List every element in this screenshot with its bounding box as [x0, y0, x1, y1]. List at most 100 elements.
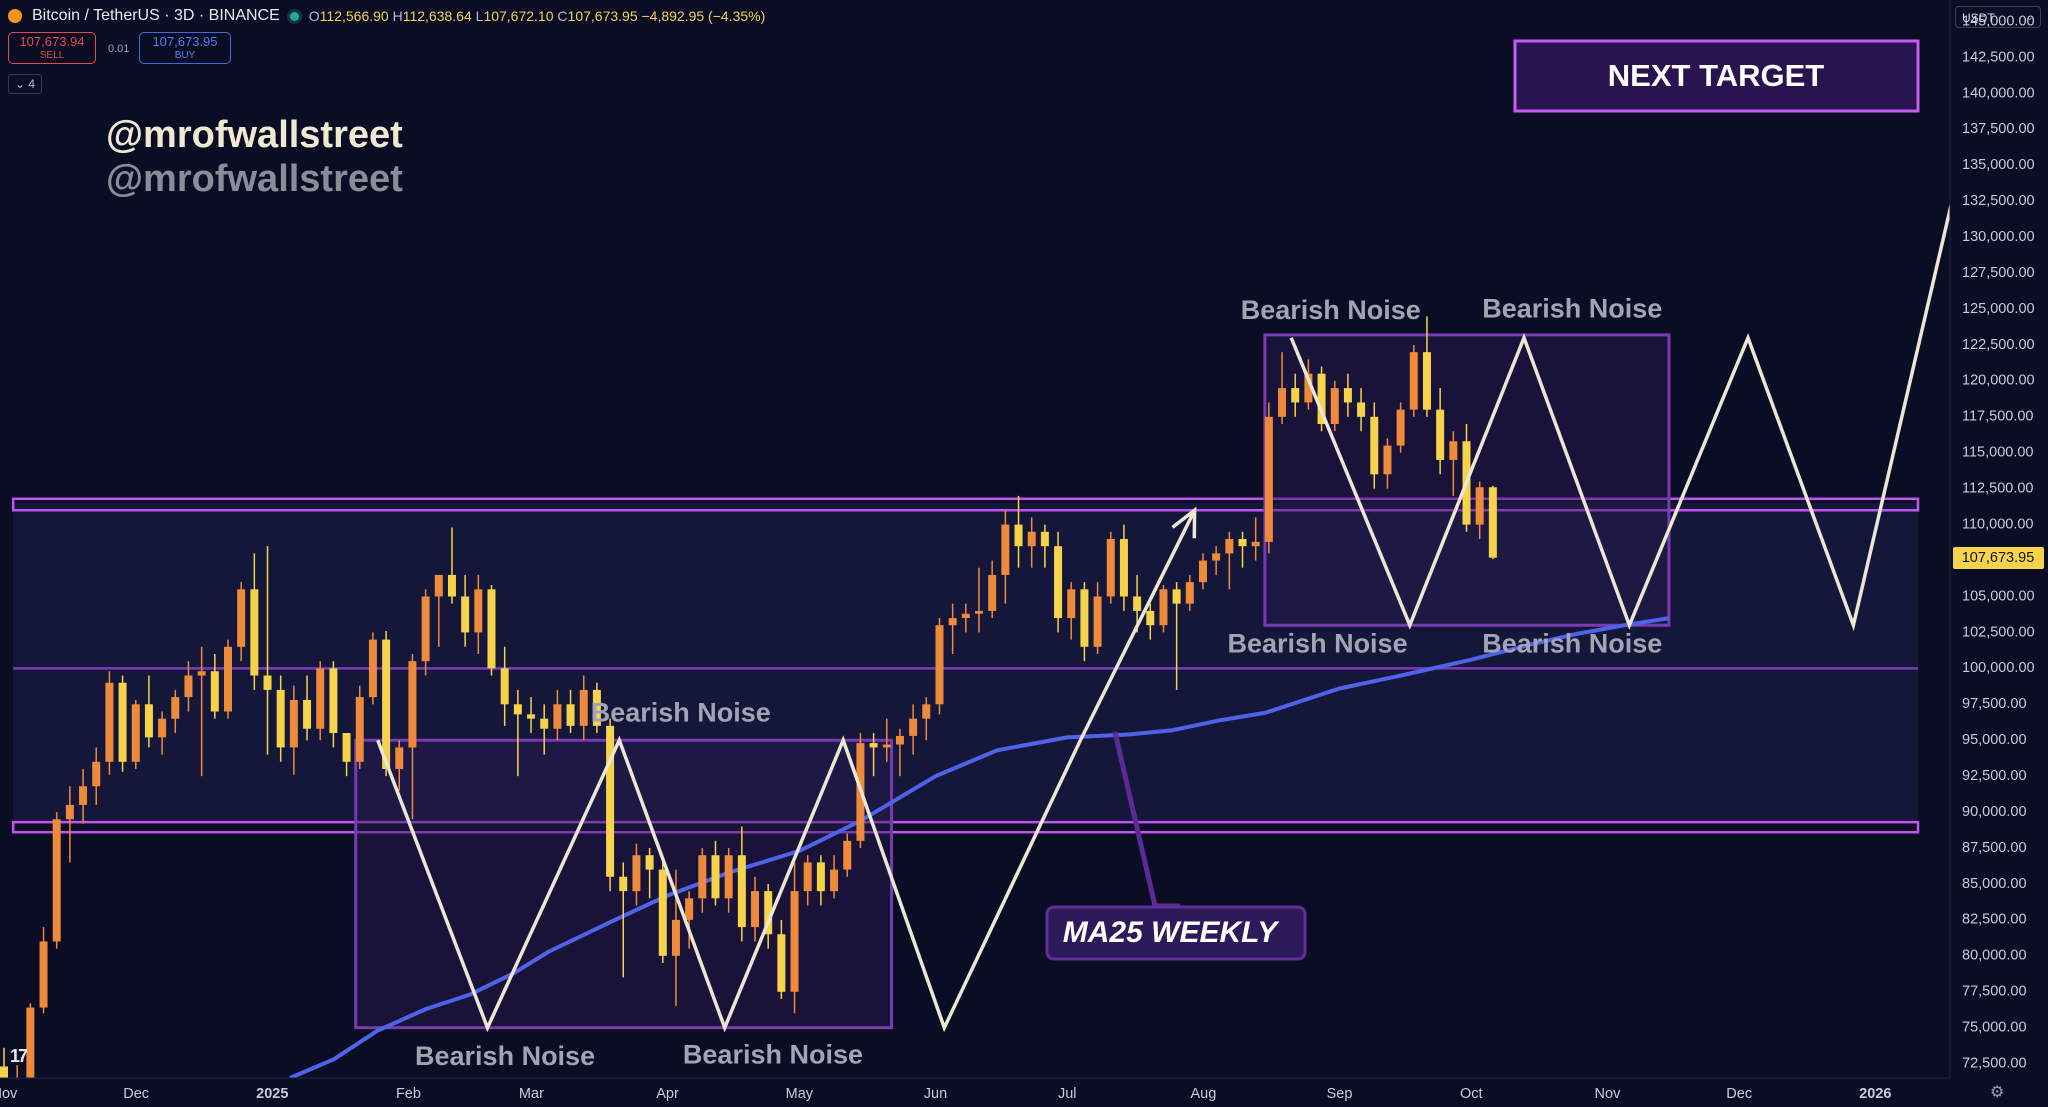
candle — [276, 689, 285, 748]
price-tick-label: 112,500.00 — [1962, 481, 2034, 497]
price-tick-label: 140,000.00 — [1962, 85, 2035, 101]
sell-label: SELL — [39, 50, 65, 61]
candle — [1488, 487, 1497, 558]
candle — [895, 735, 904, 745]
candle — [197, 671, 206, 676]
time-tick-label: Nov — [1595, 1086, 1622, 1102]
candle — [26, 1007, 35, 1078]
close-value: 107,673.95 — [567, 8, 638, 24]
candle — [1370, 416, 1379, 475]
candle — [52, 819, 61, 942]
open-value: 112,566.90 — [319, 8, 389, 24]
price-tick-label: 137,500.00 — [1962, 121, 2035, 137]
time-tick-label: Sep — [1327, 1086, 1353, 1102]
candle — [1014, 524, 1023, 547]
time-axis-panel — [0, 1078, 2048, 1107]
candle — [1185, 582, 1194, 604]
buy-price: 107,673.95 — [152, 34, 218, 49]
gear-icon[interactable]: ⚙ — [1990, 1084, 2005, 1101]
candle — [223, 646, 232, 712]
price-tick-label: 122,500.00 — [1962, 337, 2035, 353]
watermark-primary: @mrofwallstreet — [106, 114, 403, 156]
candle — [671, 919, 680, 956]
candle — [711, 855, 720, 899]
price-tick-label: 125,000.00 — [1962, 301, 2035, 317]
candle — [171, 697, 180, 719]
ohlc-readout: O112,566.90 H112,638.64 L107,672.10 C107… — [309, 8, 765, 24]
candle — [1172, 589, 1181, 604]
candle — [540, 718, 549, 729]
sell-button[interactable]: 107,673.94 SELL — [8, 32, 96, 64]
buy-button[interactable]: 107,673.95 BUY — [139, 32, 231, 64]
time-tick-label: 2026 — [1859, 1086, 1891, 1102]
bearish-noise-label: Bearish Noise — [683, 1040, 863, 1070]
close-label: C — [557, 8, 568, 24]
candle — [461, 596, 470, 633]
candle — [131, 704, 140, 762]
candle — [329, 668, 338, 734]
candle — [1264, 416, 1273, 542]
candle — [1291, 388, 1300, 403]
candle — [935, 625, 944, 705]
support-band — [11, 820, 1920, 834]
candle — [250, 589, 259, 676]
candle — [184, 675, 193, 698]
price-tick-label: 90,000.00 — [1962, 804, 2027, 820]
candle — [1106, 539, 1115, 597]
candle — [632, 855, 641, 892]
candle — [395, 747, 404, 769]
high-label: H — [392, 8, 403, 24]
chevron-down-icon: ⌄ — [14, 77, 26, 91]
time-tick-label: Apr — [656, 1086, 679, 1102]
candle — [698, 855, 707, 899]
candle — [751, 891, 760, 928]
candle — [1133, 596, 1142, 611]
candle — [909, 718, 918, 736]
price-tick-label: 95,000.00 — [1962, 732, 2027, 748]
time-tick-label: Aug — [1190, 1086, 1216, 1102]
candle — [1409, 352, 1418, 410]
price-tick-label: 97,500.00 — [1962, 696, 2027, 712]
time-tick-label: Jun — [924, 1086, 947, 1102]
tradingview-logo-icon[interactable]: 17 — [10, 1046, 28, 1066]
price-tick-label: 80,000.00 — [1962, 948, 2027, 964]
ma-label: MA25 WEEKLY — [1063, 916, 1280, 949]
time-tick-label: Mar — [519, 1086, 544, 1102]
candle — [975, 610, 983, 614]
time-tick-label: Dec — [123, 1086, 149, 1102]
price-tick-label: 142,500.00 — [1962, 49, 2035, 65]
candle — [1278, 388, 1287, 417]
open-label: O — [308, 8, 320, 24]
candle — [0, 1066, 8, 1083]
time-tick-label: 2025 — [256, 1086, 288, 1102]
ma-layer — [289, 616, 1670, 1080]
price-tick-label: 135,000.00 — [1962, 157, 2035, 173]
candle — [368, 639, 377, 698]
change-value: −4,892.95 (−4.35%) — [641, 8, 766, 24]
candle — [1449, 441, 1458, 460]
symbol-header[interactable]: Bitcoin / TetherUS · 3D · BINANCE O112,5… — [8, 5, 765, 27]
currency-select[interactable]: USDT ⌄ — [1955, 6, 2041, 28]
ma-label-box — [1045, 905, 1307, 961]
price-tick-label: 85,000.00 — [1962, 876, 2027, 892]
candle — [1198, 560, 1207, 583]
indicators-toggle[interactable]: ⌄ 4 — [8, 74, 42, 94]
candle — [777, 934, 786, 992]
candle — [434, 574, 443, 597]
symbol-title[interactable]: Bitcoin / TetherUS · 3D · BINANCE — [32, 7, 280, 24]
candle — [988, 574, 997, 611]
candle — [843, 840, 852, 870]
candle — [527, 714, 536, 719]
price-tick-label: 117,500.00 — [1962, 409, 2034, 425]
candle — [79, 786, 88, 805]
candle — [1119, 539, 1128, 597]
bearish-noise-label: Bearish Noise — [1241, 295, 1421, 325]
bearish-noise-label: Bearish Noise — [1228, 628, 1408, 658]
candle — [1317, 373, 1326, 425]
buy-label: BUY — [174, 50, 196, 61]
candle — [1001, 524, 1010, 575]
time-tick-label: Oct — [1460, 1086, 1483, 1102]
high-value: 112,638.64 — [402, 8, 472, 24]
spread-value: 0.01 — [108, 43, 130, 55]
